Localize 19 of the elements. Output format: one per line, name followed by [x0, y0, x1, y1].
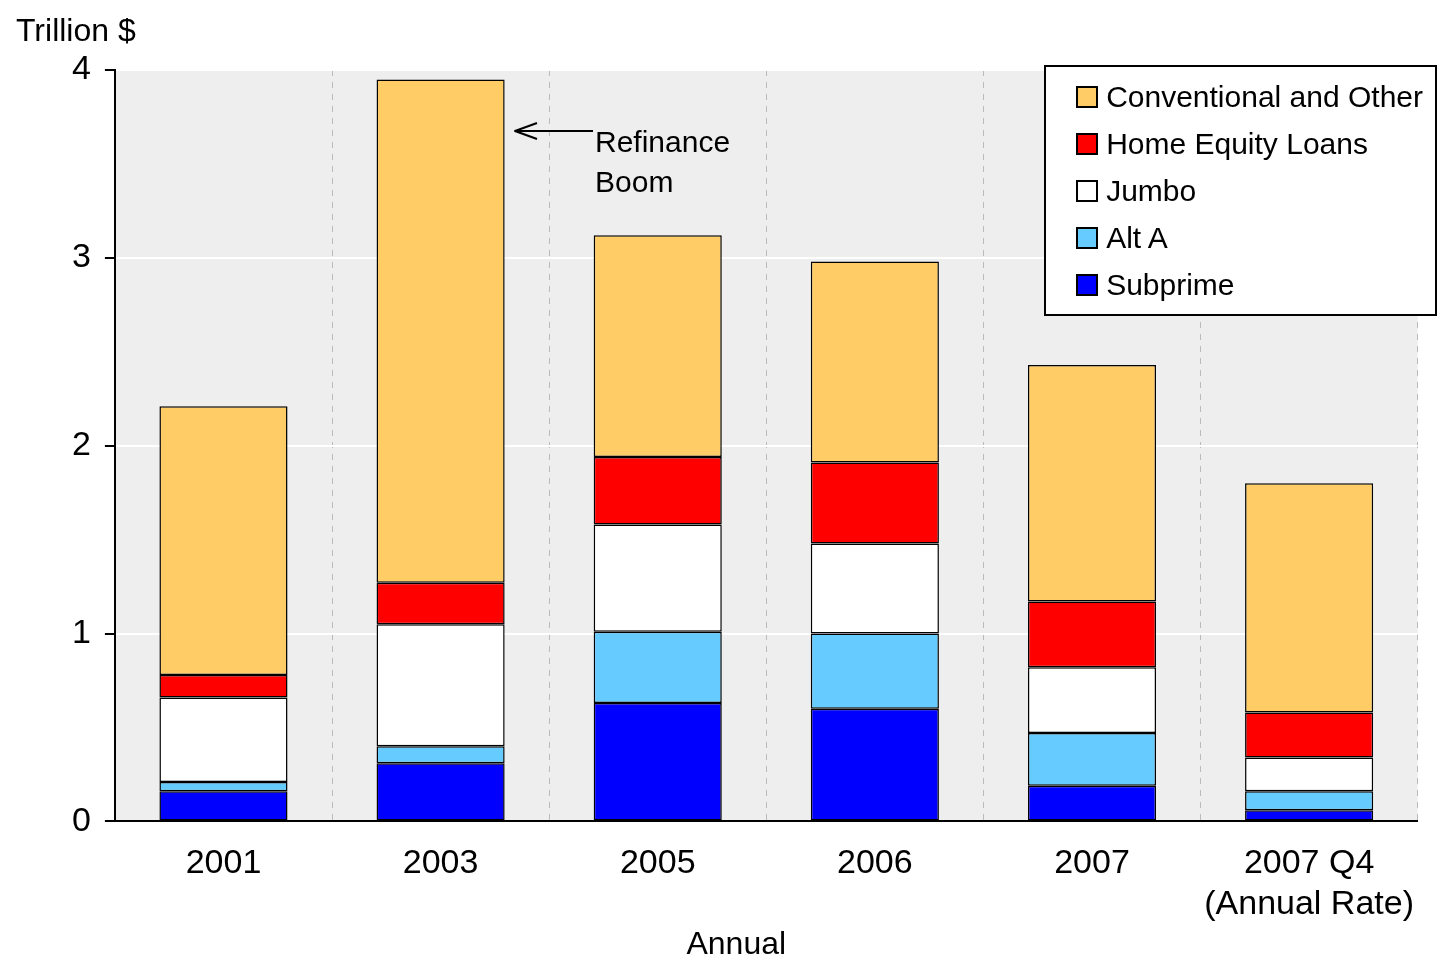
x-tick-label: 2007 — [1054, 842, 1130, 881]
y-tick-label: 3 — [71, 236, 91, 275]
x-tick-label: 2003 — [402, 842, 479, 881]
x-tick-label: 2007 Q4 (Annual Rate) — [1204, 842, 1414, 921]
y-tick-label: 2 — [71, 424, 91, 463]
y-tick-label: 4 — [71, 48, 91, 87]
x-tick-label: 2006 — [837, 842, 913, 881]
y-tick-label: 1 — [71, 611, 91, 650]
annotation: Refinance Boom — [595, 124, 731, 200]
x-axis-title: Annual — [686, 924, 787, 961]
y-tick-label: 0 — [71, 799, 91, 838]
legend-label: Home Equity Loans — [1106, 126, 1368, 161]
legend-label: Conventional and Other — [1106, 79, 1423, 114]
legend-label: Alt A — [1106, 220, 1168, 255]
legend-label: Jumbo — [1106, 173, 1197, 208]
x-tick-label: 2005 — [619, 842, 696, 881]
x-tick-label: 2001 — [185, 842, 262, 881]
legend-label: Subprime — [1106, 267, 1235, 302]
y-axis-title: Trillion $ — [16, 11, 136, 48]
